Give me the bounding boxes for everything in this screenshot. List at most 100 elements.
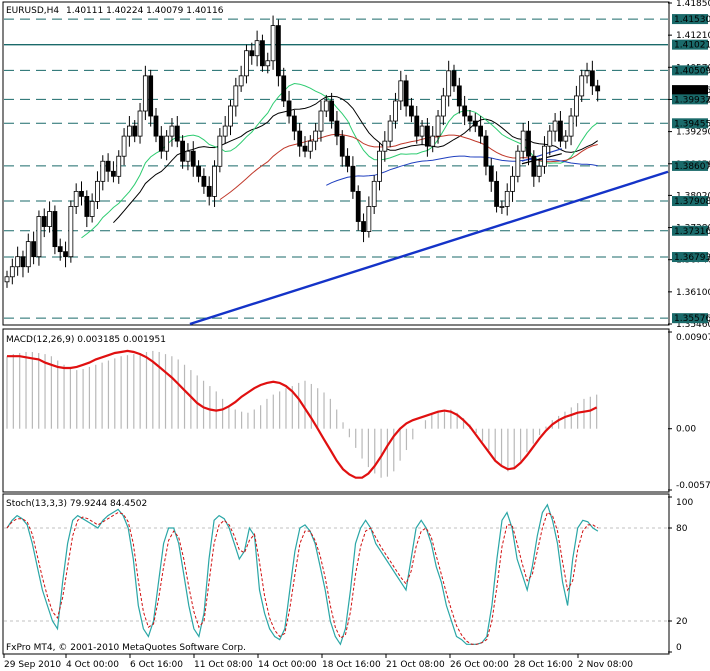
candle-body [79,190,84,197]
ohlc-label: 1.40111 1.40224 1.40079 1.40116 [66,6,224,16]
candle-body [504,190,510,207]
macd-axis: 0.009074 0.00 -0.00575 [668,331,710,491]
candle-body [180,140,186,162]
stoch-panel-frame [2,493,670,655]
candle-body [89,201,95,217]
candle-body [63,251,68,258]
candle-body [228,105,233,127]
candle-body [398,80,404,102]
time-tick-label: 21 Oct 08:00 [386,660,445,670]
trendline [189,170,669,326]
candle-body [387,120,393,142]
candle-body [542,145,547,167]
candle-body [313,130,319,142]
candle-body [238,75,244,87]
time-tick-label: 4 Oct 00:00 [66,660,119,670]
candle-body [573,95,579,117]
candle-body [366,206,372,232]
candle-body [196,165,201,177]
candle-body [31,241,37,258]
candle-body [25,241,31,268]
candle-body [430,135,436,147]
candle-body [446,70,452,97]
time-tick-label: 29 Sep 2010 [4,660,61,670]
macd-histogram [6,350,598,478]
candle-body [254,40,260,57]
candle-body [563,135,569,142]
moving-average-line [326,155,598,186]
candle-body [552,120,558,132]
level-label: 1.41021 [674,41,710,51]
stoch-tick-label: 100 [676,498,693,508]
level-label-bg [672,160,708,171]
time-tick-label: 26 Oct 00:00 [450,660,509,670]
candle-body [190,150,196,167]
candle-body [419,125,425,137]
level-label-bg [672,118,708,129]
chart-header: EURUSD,H4 1.40111 1.40224 1.40079 1.4011… [6,6,224,16]
candle-body [126,125,132,137]
time-tick-label: 18 Oct 16:00 [322,660,381,670]
candle-body [15,256,21,268]
price-tick-label: 1.41210 [676,31,710,41]
candle-body [68,206,74,258]
candle-body [174,125,180,142]
stoch-tick-label: 20 [676,617,688,627]
candle-body [483,135,489,167]
level-label-bg [672,225,708,236]
candle-body [403,80,409,107]
candle-body [355,190,361,222]
candle-body [222,125,228,137]
stoch-signal-line [6,511,599,645]
candle-body [41,216,47,227]
level-label-bg [672,94,708,105]
candle-body [579,75,585,97]
stoch-tick-label: 80 [676,524,688,534]
candle-body [105,160,111,172]
macd-title: MACD(12,26,9) 0.003185 0.001951 [6,335,166,345]
candle-body [435,115,441,137]
candle-body [291,115,297,132]
candle-body [84,196,90,217]
level-label: 1.35576 [674,314,710,324]
candle-body [270,25,276,62]
candle-body [451,70,457,87]
candle-body [111,170,116,177]
candle-body [584,70,590,77]
macd-tick-label: 0.009074 [676,333,710,343]
candle-body [393,100,398,122]
candle-body [456,85,462,107]
candle-body [595,85,601,92]
candle-body [520,130,526,152]
time-tick-label: 2 Nov 08:00 [578,660,633,670]
candle-body [424,125,430,147]
candle-body [57,246,63,253]
candle-body [9,266,15,278]
candle-body [206,185,212,197]
candle-body [371,180,377,207]
level-label-bg [672,39,708,50]
candle-body [409,105,414,117]
level-label: 1.40509 [674,66,710,76]
candle-body [36,216,42,258]
copyright: FxPro MT4, © 2001-2010 MetaQuotes Softwa… [6,643,246,653]
candle-body [382,140,388,152]
candle-body [137,110,143,137]
candle-body [275,25,281,77]
candle-body [249,50,255,57]
candlesticks [4,15,601,288]
candle-body [212,165,217,197]
candle-body [73,190,79,207]
candle-body [499,206,505,208]
candle-body [4,276,10,283]
candle-body [531,155,537,177]
candle-body [568,115,574,137]
stoch-main-line [6,503,599,646]
candle-body [329,100,335,122]
time-tick-label: 14 Oct 00:00 [258,660,317,670]
candle-body [334,120,340,137]
candle-body [281,75,287,102]
candle-body [47,211,52,227]
current-price-label: 1.40116 [674,86,710,96]
